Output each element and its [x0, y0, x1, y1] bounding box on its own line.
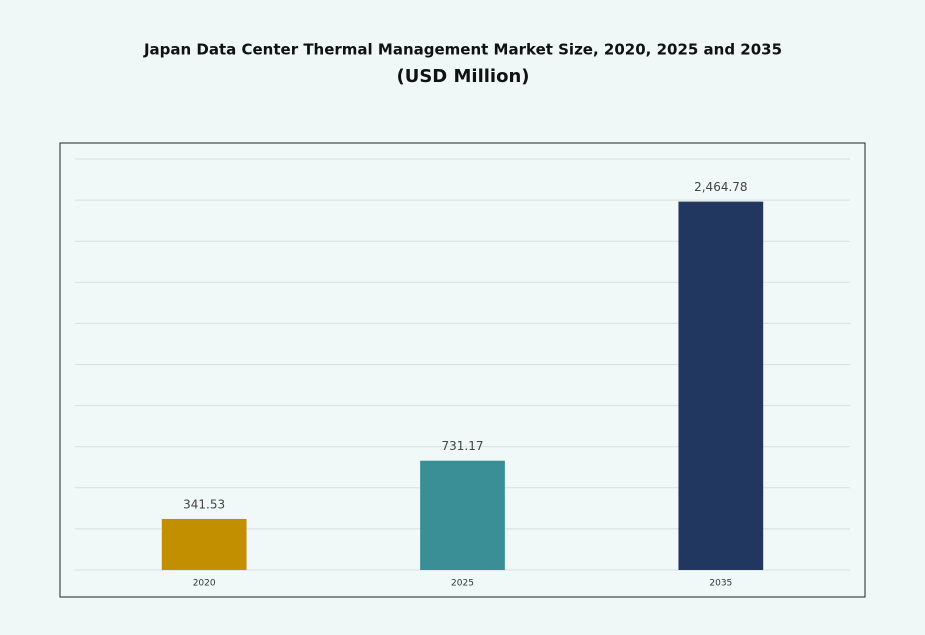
- x-tick-label: 2035: [709, 579, 732, 589]
- data-label: 2,464.78: [694, 180, 747, 194]
- bar: [420, 460, 505, 570]
- x-tick-label: 2025: [451, 579, 474, 589]
- chart-title: Japan Data Center Thermal Management Mar…: [143, 41, 782, 59]
- x-tick-label: 2020: [193, 579, 216, 589]
- bar: [678, 201, 764, 570]
- chart-subtitle: (USD Million): [396, 66, 529, 87]
- data-label: 341.53: [183, 497, 225, 511]
- data-label: 731.17: [442, 439, 484, 453]
- bar: [161, 518, 247, 570]
